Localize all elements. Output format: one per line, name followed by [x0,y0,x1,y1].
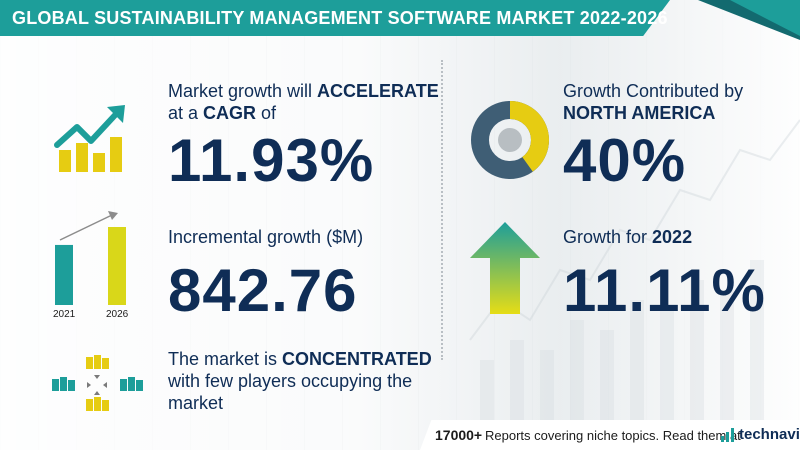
region-line2-bold: NORTH AMERICA [563,103,716,123]
background-chart-decoration [469,119,800,420]
yoy-label: Growth for 2022 [563,226,692,248]
cagr-line1-bold: ACCELERATE [317,81,439,101]
concentration-line1-bold: CONCENTRATED [282,349,432,369]
page-title: GLOBAL SUSTAINABILITY MANAGEMENT SOFTWAR… [12,8,668,28]
cagr-line2-bold: CAGR [203,103,257,123]
region-line1: Growth Contributed by [563,81,744,101]
bar-2026 [108,227,126,305]
technavio-logo-text: technavio [739,426,800,443]
concentration-line2: with few players occupying the [168,371,413,391]
incremental-label: Incremental growth ($M) [168,227,364,247]
yoy-value: 11.11% [563,257,766,324]
region-label: Growth Contributed by NORTH AMERICA [563,80,743,124]
region-value: 40% [563,127,687,194]
cagr-line2-suffix: of [256,103,277,123]
cagr-line1-prefix: Market growth will [168,81,318,101]
concentration-label: The market is CONCENTRATED with few play… [168,348,432,414]
title-banner [0,0,670,36]
technavio-logo-icon [721,427,734,442]
footer-text: Reports covering niche topics. Read them… [485,428,741,443]
cagr-label: Market growth will ACCELERATE at a CAGR … [168,80,439,124]
column-divider [441,60,443,360]
market-concentration-icon [52,355,143,411]
cagr-value: 11.93% [168,127,375,194]
yoy-label-bold: 2022 [652,227,693,247]
growth-chart-icon [54,105,125,172]
bar-comparison-icon [55,211,126,305]
incremental-value: 842.76 [168,257,358,324]
footer-bar [420,420,800,450]
bar-2026-label: 2026 [106,309,129,320]
bar-2021 [55,244,73,305]
yoy-label-prefix: Growth for [563,227,653,247]
bar-2021-label: 2021 [53,309,76,320]
footer-report-count: 17000+ [435,427,483,443]
technavio-logo[interactable]: technavio [720,426,800,443]
up-arrow-icon [470,222,540,314]
cagr-line2-prefix: at a [168,103,204,123]
concentration-line1-prefix: The market is [168,349,283,369]
donut-chart-icon [471,101,549,179]
concentration-line3: market [168,393,224,413]
donut-share-arc [471,101,549,179]
